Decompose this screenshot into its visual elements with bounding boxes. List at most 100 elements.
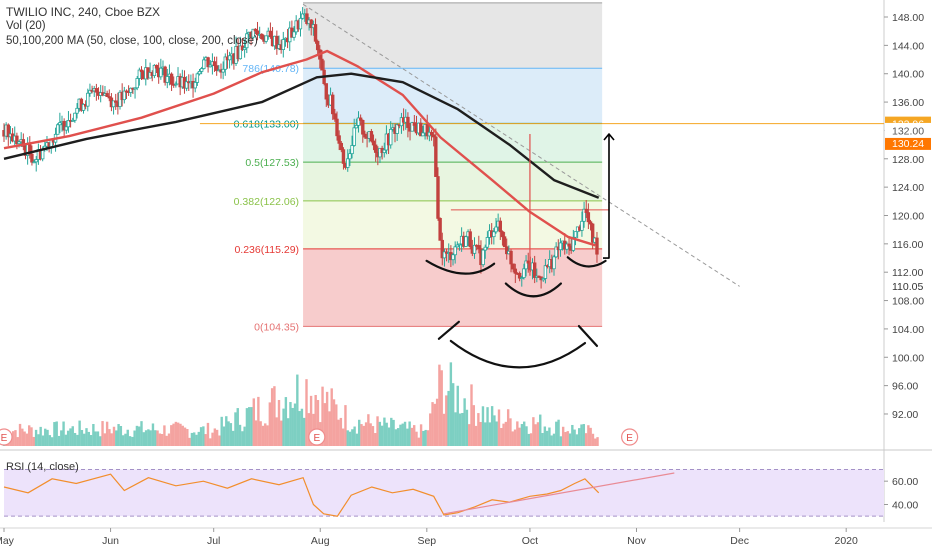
candle-body — [352, 127, 356, 146]
price-label-box — [885, 135, 931, 150]
rsi-band-fill — [4, 469, 884, 517]
candle-body — [406, 116, 410, 128]
breakout-arrow — [603, 133, 615, 259]
candle-body — [169, 73, 174, 85]
candle-body — [395, 124, 399, 134]
volume-bar — [303, 417, 306, 446]
volume-bar — [341, 428, 345, 446]
candle-body — [382, 149, 386, 154]
candle-body — [590, 223, 595, 243]
candle-body — [421, 132, 425, 137]
volume-bar — [151, 423, 155, 446]
candle-body — [238, 45, 243, 60]
volume-bar — [108, 429, 111, 446]
candle-body — [582, 208, 586, 222]
candle-body — [584, 208, 588, 213]
volume-bar — [11, 431, 15, 446]
volume-bar — [474, 425, 478, 446]
volume-bar — [566, 431, 569, 446]
volume-bar — [532, 417, 535, 446]
volume-bar — [190, 432, 194, 446]
volume-bar — [83, 433, 86, 446]
volume-bar — [115, 430, 118, 446]
candle-body — [565, 243, 569, 250]
candle-body — [373, 144, 378, 153]
volume-bar — [101, 421, 104, 446]
volume-bar — [534, 424, 537, 446]
candle-body — [260, 33, 264, 40]
volume-bar — [69, 428, 72, 446]
volume-bar — [417, 437, 420, 446]
price-tick-label: 124.00 — [892, 182, 924, 194]
candle-body — [88, 89, 92, 94]
candle-body — [520, 277, 524, 279]
volume-bar — [46, 429, 49, 446]
candle-body — [363, 133, 367, 138]
volume-bar — [305, 379, 308, 446]
volume-bar — [419, 424, 423, 446]
volume-bar — [571, 424, 574, 446]
volume-bar — [371, 426, 375, 446]
volume-bar — [497, 409, 501, 446]
volume-bar — [580, 424, 583, 446]
volume-bar — [451, 383, 455, 446]
time-tick-label: Dec — [730, 535, 749, 547]
price-tick-label: 136.00 — [892, 97, 924, 109]
candle-body — [184, 81, 189, 89]
volume-bar — [573, 429, 576, 446]
volume-bar — [383, 417, 386, 446]
candle-body — [206, 57, 210, 68]
volume-bar — [112, 426, 116, 446]
candle-body — [532, 262, 537, 278]
earnings-marker-0 — [0, 428, 13, 446]
volume-bar — [183, 427, 187, 446]
volume-bar — [447, 390, 450, 446]
candle-body — [137, 69, 142, 79]
volume-bar — [172, 423, 175, 446]
volume-bar — [445, 395, 448, 446]
candle-body — [281, 39, 285, 50]
volume-bar — [252, 398, 255, 446]
candle-body — [348, 153, 352, 160]
volume-bar — [518, 427, 521, 446]
volume-bar — [30, 427, 33, 446]
candle-body — [477, 245, 481, 250]
candle-body — [15, 135, 19, 145]
volume-bar — [147, 429, 150, 446]
volume-bar — [119, 425, 123, 446]
volume-bar — [516, 421, 519, 446]
time-tick-label: Oct — [522, 535, 538, 547]
candle-body — [453, 246, 457, 256]
volume-bar — [358, 419, 361, 446]
volume-bar — [57, 435, 61, 446]
volume-bar — [144, 430, 148, 446]
time-tick-label: Jun — [102, 535, 119, 547]
volume-bar — [591, 433, 595, 446]
volume-bar — [415, 431, 418, 446]
volume-bar — [21, 428, 24, 446]
volume-bar — [23, 431, 26, 446]
volume-bar — [323, 403, 327, 446]
fib-zone-4 — [303, 68, 603, 124]
volume-bar — [481, 406, 485, 446]
volume-bar — [131, 436, 134, 446]
candle-body — [481, 249, 485, 266]
candle-body — [133, 87, 137, 90]
candle-body — [114, 100, 118, 103]
volume-bar — [385, 422, 388, 446]
volume-bar — [176, 422, 180, 446]
candle-body — [154, 64, 159, 69]
candle-body — [498, 220, 502, 233]
rsi-trendline — [443, 472, 675, 515]
fib-level-label-0.618: 0.618(133.00) — [234, 118, 299, 130]
volume-bar — [513, 429, 517, 446]
candle-body — [208, 64, 212, 68]
volume-bar — [231, 430, 235, 446]
candle-body — [212, 61, 217, 67]
volume-bar — [355, 433, 359, 446]
candle-body — [410, 122, 414, 132]
volume-bar — [578, 428, 581, 446]
volume-bar — [380, 425, 384, 446]
